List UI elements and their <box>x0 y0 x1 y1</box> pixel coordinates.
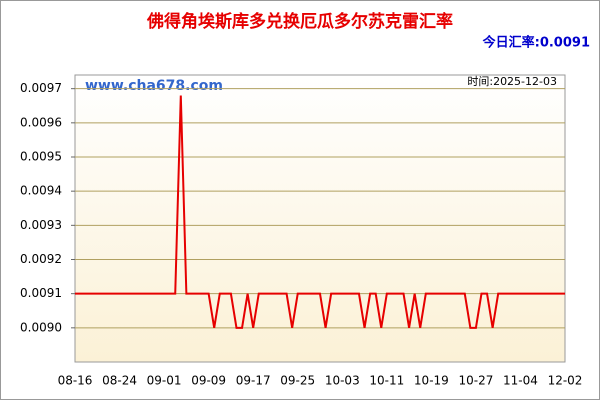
y-tick-label: 0.0092 <box>20 252 62 266</box>
watermark: www.cha678.com <box>85 78 223 94</box>
rate-line <box>75 95 565 329</box>
x-tick-label: 08-24 <box>102 374 137 388</box>
date-note: 时间:2025-12-03 <box>467 75 557 88</box>
x-tick-label: 10-03 <box>325 374 360 388</box>
y-tick-label: 0.0095 <box>20 150 62 164</box>
x-tick-label: 08-16 <box>58 374 93 388</box>
x-tick-label: 09-25 <box>280 374 315 388</box>
x-tick-label: 12-02 <box>548 374 583 388</box>
y-tick-label: 0.0093 <box>20 218 62 232</box>
x-tick-label: 10-11 <box>369 374 404 388</box>
chart-title: 佛得角埃斯库多兑换厄瓜多尔苏克雷汇率 <box>146 11 453 32</box>
x-tick-label: 10-19 <box>414 374 449 388</box>
current-rate: 今日汇率:0.0091 <box>482 35 590 51</box>
y-tick-label: 0.0090 <box>20 320 62 334</box>
y-tick-label: 0.0097 <box>20 81 62 95</box>
x-tick-label: 09-17 <box>236 374 271 388</box>
y-tick-label: 0.0091 <box>20 286 62 300</box>
y-tick-label: 0.0094 <box>20 184 62 198</box>
x-tick-label: 11-04 <box>503 374 538 388</box>
y-tick-label: 0.0096 <box>20 115 62 129</box>
x-tick-label: 09-01 <box>147 374 182 388</box>
x-tick-label: 10-27 <box>458 374 493 388</box>
x-tick-label: 09-09 <box>191 374 226 388</box>
